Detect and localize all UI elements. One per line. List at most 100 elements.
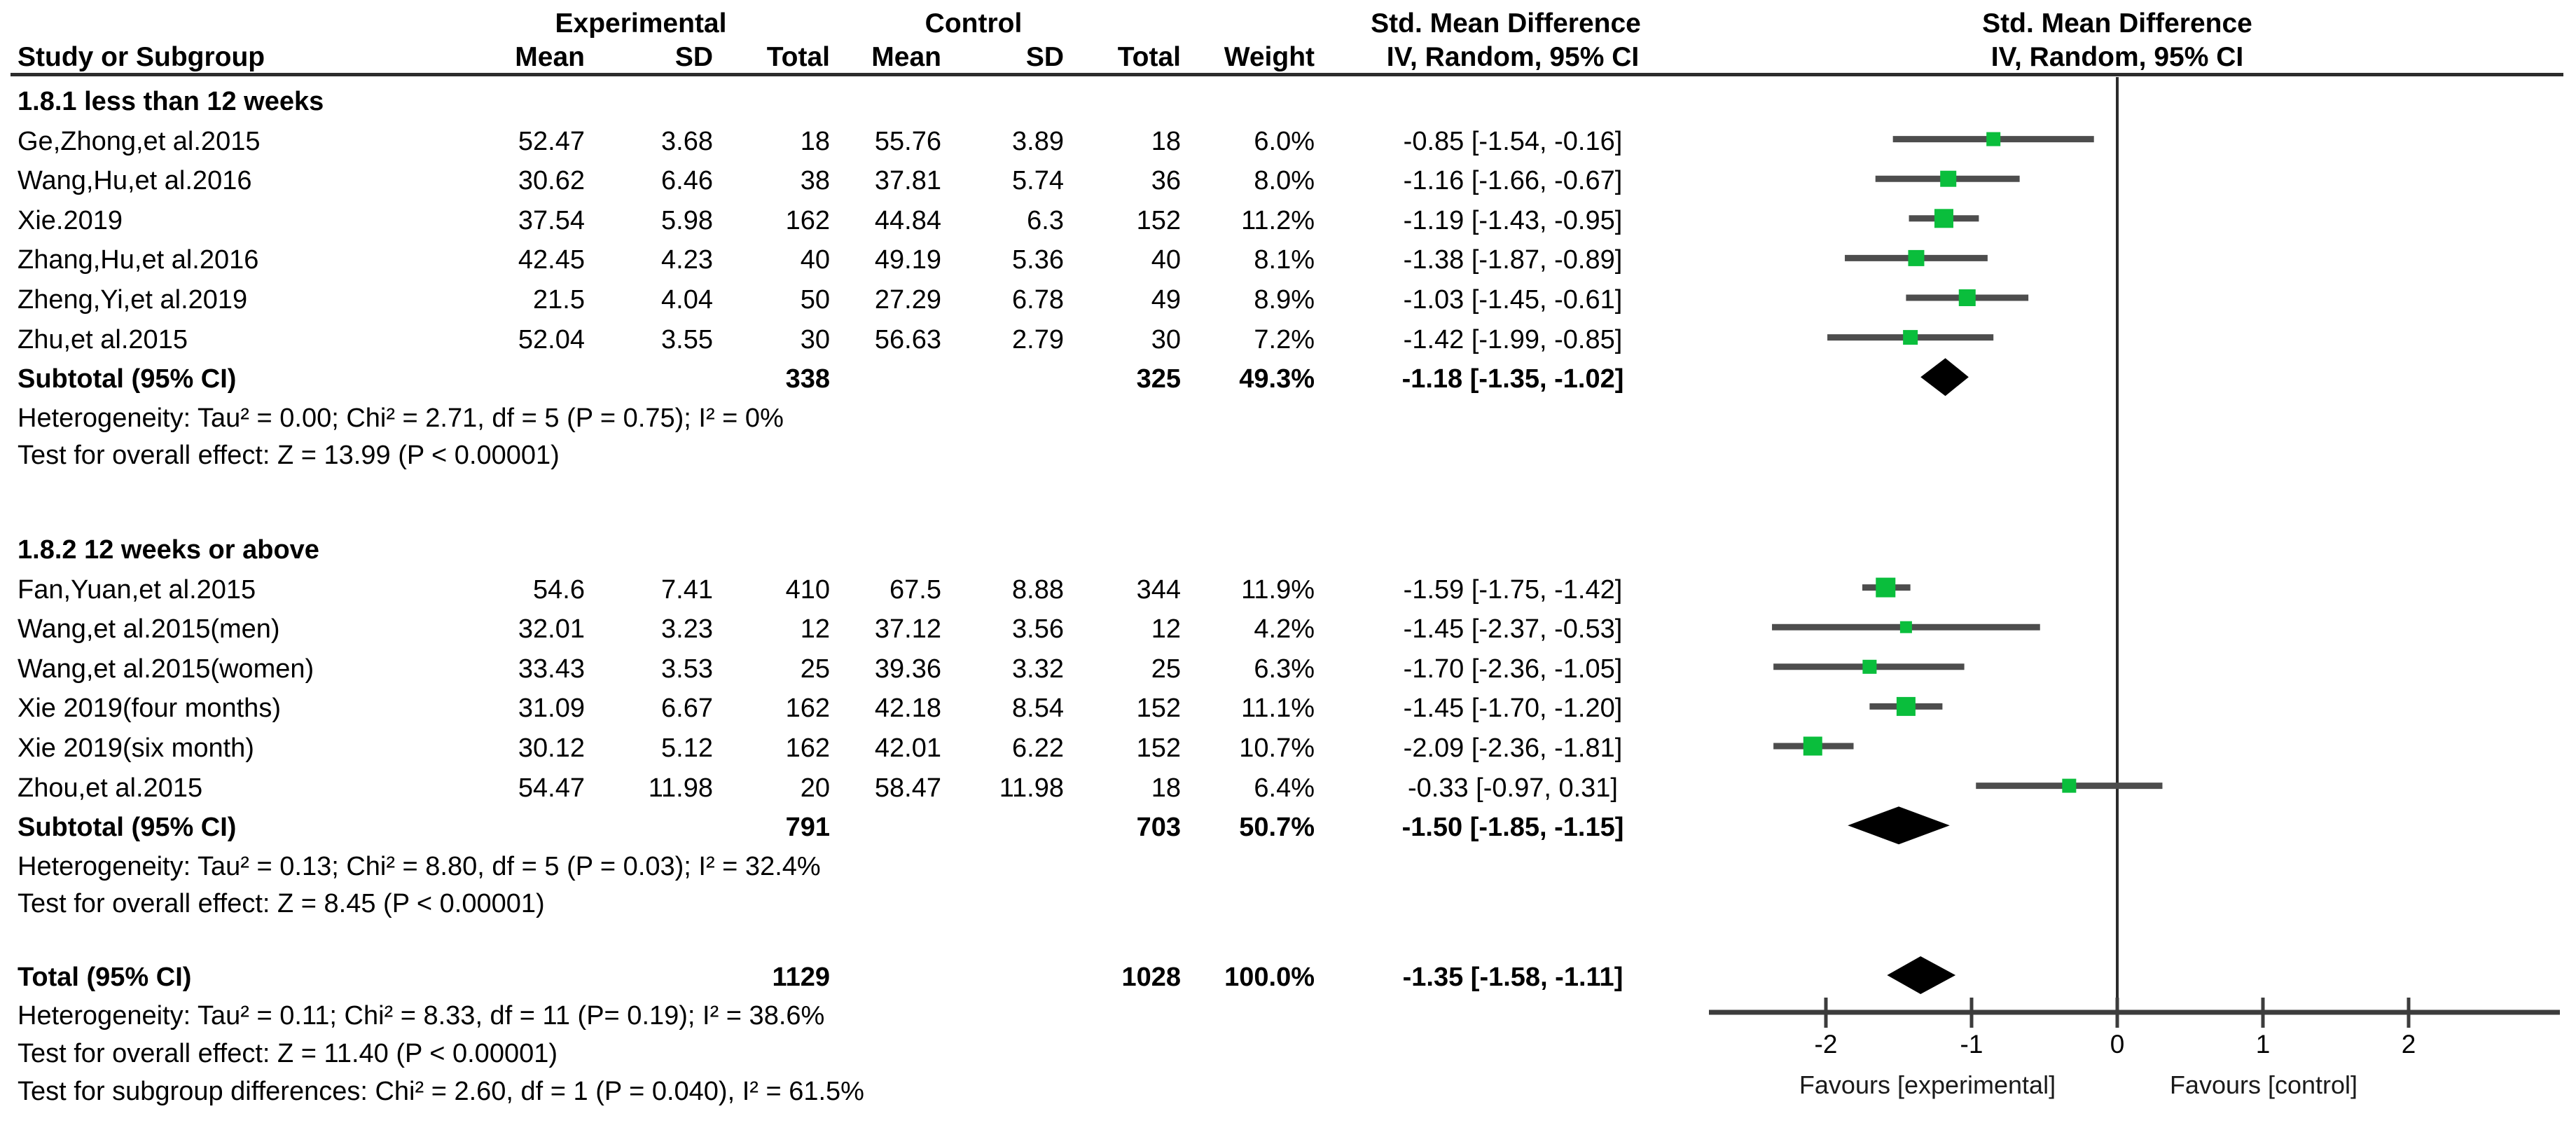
effect-marker <box>1934 209 1953 228</box>
col-sd_c: 3.56 <box>1012 614 1064 645</box>
study-label: Total (95% CI) <box>18 963 192 992</box>
col-mean_e: 52.47 <box>518 126 585 156</box>
col-n_c: 703 <box>1136 813 1181 843</box>
col-weight: 6.3% <box>1254 654 1315 684</box>
col-sd_c: 8.88 <box>1012 574 1064 605</box>
study-label: Zheng,Yi,et al.2019 <box>18 285 248 315</box>
study-row: Wang,et al.2015(women) 33.43 3.53 25 39.36 3.… <box>0 649 1709 689</box>
study-row: Ge,Zhong,et al.2015 52.47 3.68 18 55.76 3.89 1… <box>0 122 1709 162</box>
subtotal-row: Subtotal (95% CI) 338 325 49.3% -1.18 [-1.35… <box>0 359 1709 399</box>
effect-marker <box>1896 696 1916 716</box>
col-sd_e: 11.98 <box>648 773 713 803</box>
col-mean_c: 49.19 <box>874 245 941 275</box>
col-n_e: 162 <box>785 733 830 763</box>
overall-effect-text: Test for overall effect: Z = 8.45 (P < 0… <box>18 889 545 919</box>
ci-text: -1.50 [-1.85, -1.15] <box>1401 813 1624 843</box>
col-mean_e: 32.01 <box>518 614 585 645</box>
col-sd_c: 6.3 <box>1027 205 1064 235</box>
effect-marker <box>1803 736 1822 756</box>
study-row: Zhu,et al.2015 52.04 3.55 30 56.63 2.79 30 7.2%… <box>0 320 1709 360</box>
col-sd_e: 3.68 <box>661 126 713 156</box>
ci-text: -1.70 [-2.36, -1.05] <box>1403 654 1623 684</box>
group-label-text: 1.8.1 less than 12 weeks <box>18 87 324 116</box>
header-mean-exp: Mean <box>515 42 585 72</box>
study-row: Xie 2019(six month) 30.12 5.12 162 42.01 6.22… <box>0 729 1709 769</box>
ci-text: -1.59 [-1.75, -1.42] <box>1403 574 1623 605</box>
col-weight: 11.2% <box>1241 205 1315 235</box>
ci-text: -0.33 [-0.97, 0.31] <box>1408 773 1618 803</box>
col-mean_e: 30.62 <box>518 166 585 196</box>
col-weight: 7.2% <box>1254 324 1315 354</box>
col-mean_c: 37.81 <box>874 166 941 196</box>
col-n_c: 344 <box>1136 574 1181 605</box>
col-mean_e: 54.6 <box>533 574 585 605</box>
col-weight: 49.3% <box>1239 364 1315 394</box>
study-label: Zhou,et al.2015 <box>18 773 203 803</box>
group-label: 1.8.2 12 weeks or above <box>0 530 1709 570</box>
header-sd-ctl: SD <box>1025 42 1064 72</box>
axis-tick-label: -1 <box>1960 1030 1983 1059</box>
group-label: 1.8.1 less than 12 weeks <box>0 82 1709 122</box>
study-label: Zhang,Hu,et al.2016 <box>18 245 259 275</box>
study-row: Xie 2019(four months) 31.09 6.67 162 42.18 8.… <box>0 689 1709 729</box>
col-n_c: 1028 <box>1121 963 1181 992</box>
ci-text: -1.35 [-1.58, -1.11] <box>1402 963 1623 992</box>
col-n_e: 12 <box>800 614 830 645</box>
subtotal-diamond <box>1848 806 1950 845</box>
study-row: Zheng,Yi,et al.2019 21.5 4.04 50 27.29 6.78 49… <box>0 280 1709 320</box>
ci-text: -2.09 [-2.36, -1.81] <box>1403 733 1623 763</box>
ci-text: -1.16 [-1.66, -0.67] <box>1403 166 1623 196</box>
col-n_c: 18 <box>1151 773 1181 803</box>
col-sd_e: 5.12 <box>661 733 713 763</box>
col-weight: 100.0% <box>1224 963 1315 992</box>
col-mean_e: 52.04 <box>518 324 585 354</box>
subgroup-differences-text: Test for subgroup differences: Chi² = 2.… <box>18 1077 864 1106</box>
effect-marker <box>2062 778 2077 793</box>
study-row: Xie.2019 37.54 5.98 162 44.84 6.3 152 11.2% -1.1… <box>0 201 1709 241</box>
col-mean_c: 56.63 <box>874 324 941 354</box>
header-total-exp: Total <box>766 42 830 72</box>
col-mean_e: 42.45 <box>518 245 585 275</box>
col-sd_e: 4.04 <box>661 285 713 315</box>
col-n_e: 25 <box>800 654 830 684</box>
study-row: Wang,et al.2015(men) 32.01 3.23 12 37.12 3.56… <box>0 609 1709 649</box>
axis-tick-label: 0 <box>2110 1030 2125 1059</box>
col-n_c: 325 <box>1136 364 1181 394</box>
effect-marker <box>1903 330 1918 345</box>
col-n_c: 152 <box>1136 733 1181 763</box>
col-sd_e: 5.98 <box>661 205 713 235</box>
ci-text: -1.45 [-2.37, -0.53] <box>1403 614 1623 645</box>
study-label: Ge,Zhong,et al.2015 <box>18 126 261 156</box>
col-n_c: 152 <box>1136 694 1181 724</box>
ci-text: -0.85 [-1.54, -0.16] <box>1403 126 1623 156</box>
col-mean_e: 31.09 <box>518 694 585 724</box>
col-mean_c: 58.47 <box>874 773 941 803</box>
header-smd-right: Std. Mean Difference <box>1982 8 2252 39</box>
col-n_e: 791 <box>785 813 830 843</box>
col-sd_c: 3.89 <box>1012 126 1064 156</box>
subtotal-row: Subtotal (95% CI) 791 703 50.7% -1.50 [-1.85… <box>0 808 1709 848</box>
col-mean_e: 54.47 <box>518 773 585 803</box>
col-n_c: 36 <box>1151 166 1181 196</box>
header-iv-left: IV, Random, 95% CI <box>1386 42 1640 72</box>
overall-effect-text: Test for overall effect: Z = 13.99 (P < … <box>18 441 560 471</box>
header-study: Study or Subgroup <box>18 42 265 72</box>
col-n_e: 410 <box>785 574 830 605</box>
group-label-text: 1.8.2 12 weeks or above <box>18 535 319 565</box>
col-n_e: 338 <box>785 364 830 394</box>
ci-text: -1.45 [-1.70, -1.20] <box>1403 694 1623 724</box>
header-control: Control <box>925 8 1023 39</box>
heterogeneity-text: Heterogeneity: Tau² = 0.13; Chi² = 8.80,… <box>18 852 821 882</box>
header-iv-right: IV, Random, 95% CI <box>1990 42 2244 72</box>
axis-tick-label: 2 <box>2401 1030 2416 1059</box>
heterogeneity-text: Heterogeneity: Tau² = 0.00; Chi² = 2.71,… <box>18 404 784 434</box>
col-sd_c: 3.32 <box>1012 654 1064 684</box>
study-row: Wang,Hu,et al.2016 30.62 6.46 38 37.81 5.74 36… <box>0 161 1709 201</box>
col-n_c: 152 <box>1136 205 1181 235</box>
col-weight: 10.7% <box>1239 733 1315 763</box>
col-weight: 6.0% <box>1254 126 1315 156</box>
study-label: Zhu,et al.2015 <box>18 324 188 354</box>
col-n_e: 162 <box>785 205 830 235</box>
